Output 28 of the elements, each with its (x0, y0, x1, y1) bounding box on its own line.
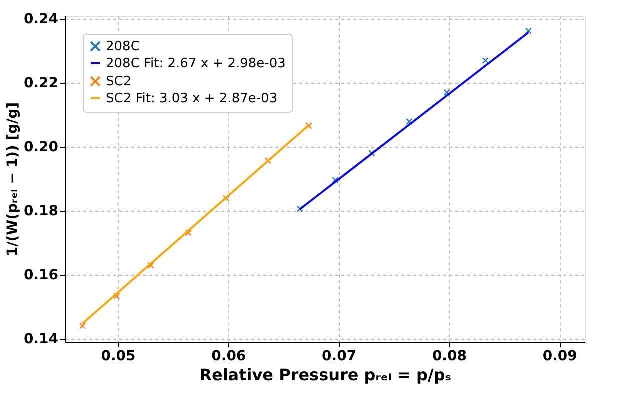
point (444, 89, 450, 96)
point (406, 118, 413, 126)
legend-label: SC2 (106, 74, 132, 90)
point (482, 57, 489, 64)
point (525, 28, 532, 34)
legend-label: 208C Fit: 2.67 x + 2.98e-03 (106, 56, 286, 72)
point (332, 176, 339, 184)
y-tick-label: 0.14 (24, 331, 59, 348)
legend-label: 208C (106, 40, 140, 54)
point (114, 292, 120, 300)
point (296, 206, 304, 212)
point (148, 262, 154, 269)
y-tick-label: 0.16 (24, 267, 58, 284)
y-tick-label: 0.18 (24, 203, 58, 220)
y-tick-label: 0.20 (24, 140, 59, 156)
y-tick-label: 0.24 (24, 12, 59, 28)
x-tick-label: 0.06 (212, 348, 246, 364)
x-tick-label: 0.08 (432, 348, 467, 364)
y-tick-label: 0.22 (24, 76, 58, 92)
x-tick-label: 0.05 (101, 348, 136, 364)
x-tick-label: 0.09 (542, 348, 578, 364)
legend-label: SC2 Fit: 3.03 x + 2.87e-03 (106, 92, 278, 106)
point (306, 122, 312, 130)
y-axis-title: 1/(W(pᵣₑₗ − 1)) [g/g] (4, 102, 21, 257)
point (185, 230, 192, 236)
x-axis-title: Relative Pressure pᵣₑₗ = p/pₛ (200, 366, 452, 384)
point (79, 322, 86, 330)
x-tick-label: 0.07 (322, 348, 357, 364)
